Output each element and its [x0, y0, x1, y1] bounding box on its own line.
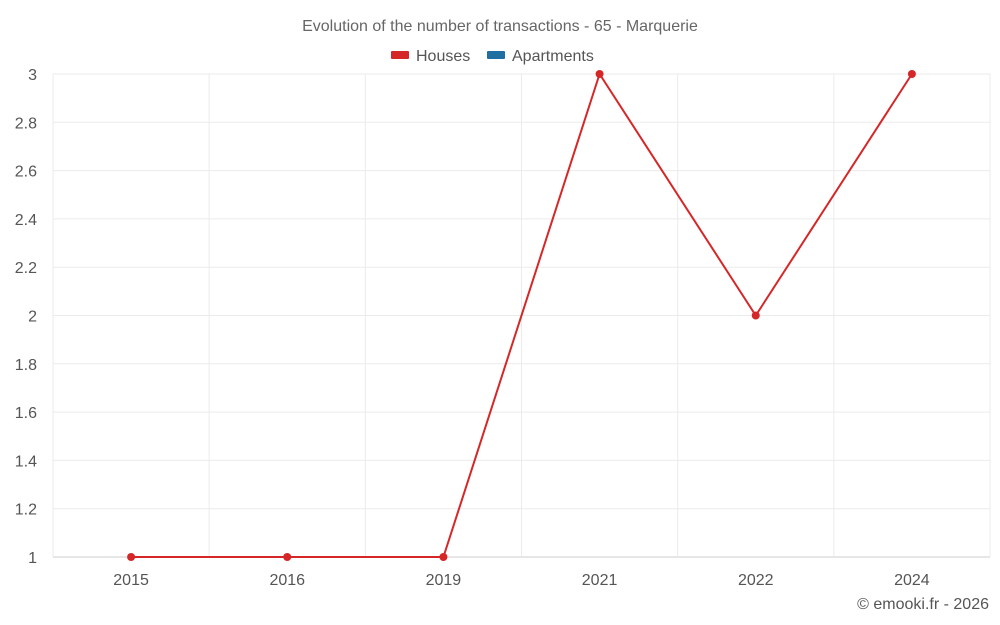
- data-point-houses: [439, 553, 448, 561]
- y-tick-label: 3: [28, 67, 37, 84]
- x-tick-label: 2024: [894, 572, 930, 589]
- legend-item-apartments[interactable]: Apartments: [487, 48, 594, 65]
- data-point-houses: [127, 553, 136, 561]
- legend-label-apartments: Apartments: [512, 48, 594, 65]
- x-tick-label: 2016: [269, 572, 305, 589]
- y-tick-label: 1.6: [15, 405, 37, 422]
- series-layer: [127, 70, 916, 561]
- y-tick-label: 1.4: [15, 453, 37, 470]
- y-tick-label: 2.6: [15, 164, 37, 181]
- legend-label-houses: Houses: [416, 48, 470, 65]
- y-tick-label: 1: [28, 550, 37, 567]
- data-point-houses: [595, 70, 604, 78]
- y-axis: 1 1.2 1.4 1.6 1.8 2 2.2 2.4 2.6 2.8 3: [15, 67, 37, 567]
- y-tick-label: 1.8: [15, 357, 37, 374]
- series-line-houses: [131, 73, 913, 558]
- data-point-houses: [907, 70, 916, 78]
- chart-title: Evolution of the number of transactions …: [302, 18, 698, 35]
- legend-swatch-houses: [391, 51, 409, 59]
- y-tick-label: 1.2: [15, 502, 37, 519]
- y-tick-label: 2.4: [15, 212, 37, 229]
- x-tick-label: 2019: [426, 572, 462, 589]
- data-point-houses: [283, 553, 292, 561]
- x-tick-label: 2015: [113, 572, 149, 589]
- x-axis: 2015 2016 2019 2021 2022 2024: [113, 572, 930, 589]
- x-tick-label: 2022: [738, 572, 774, 589]
- data-point-houses: [751, 311, 760, 320]
- legend-item-houses[interactable]: Houses: [391, 48, 470, 65]
- legend: Houses Apartments: [391, 48, 594, 65]
- y-tick-label: 2.8: [15, 115, 37, 132]
- x-tick-label: 2021: [582, 572, 618, 589]
- credit-text: © emooki.fr - 2026: [857, 596, 989, 613]
- legend-swatch-apartments: [487, 51, 505, 59]
- y-tick-label: 2: [28, 309, 37, 326]
- y-tick-label: 2.2: [15, 260, 37, 277]
